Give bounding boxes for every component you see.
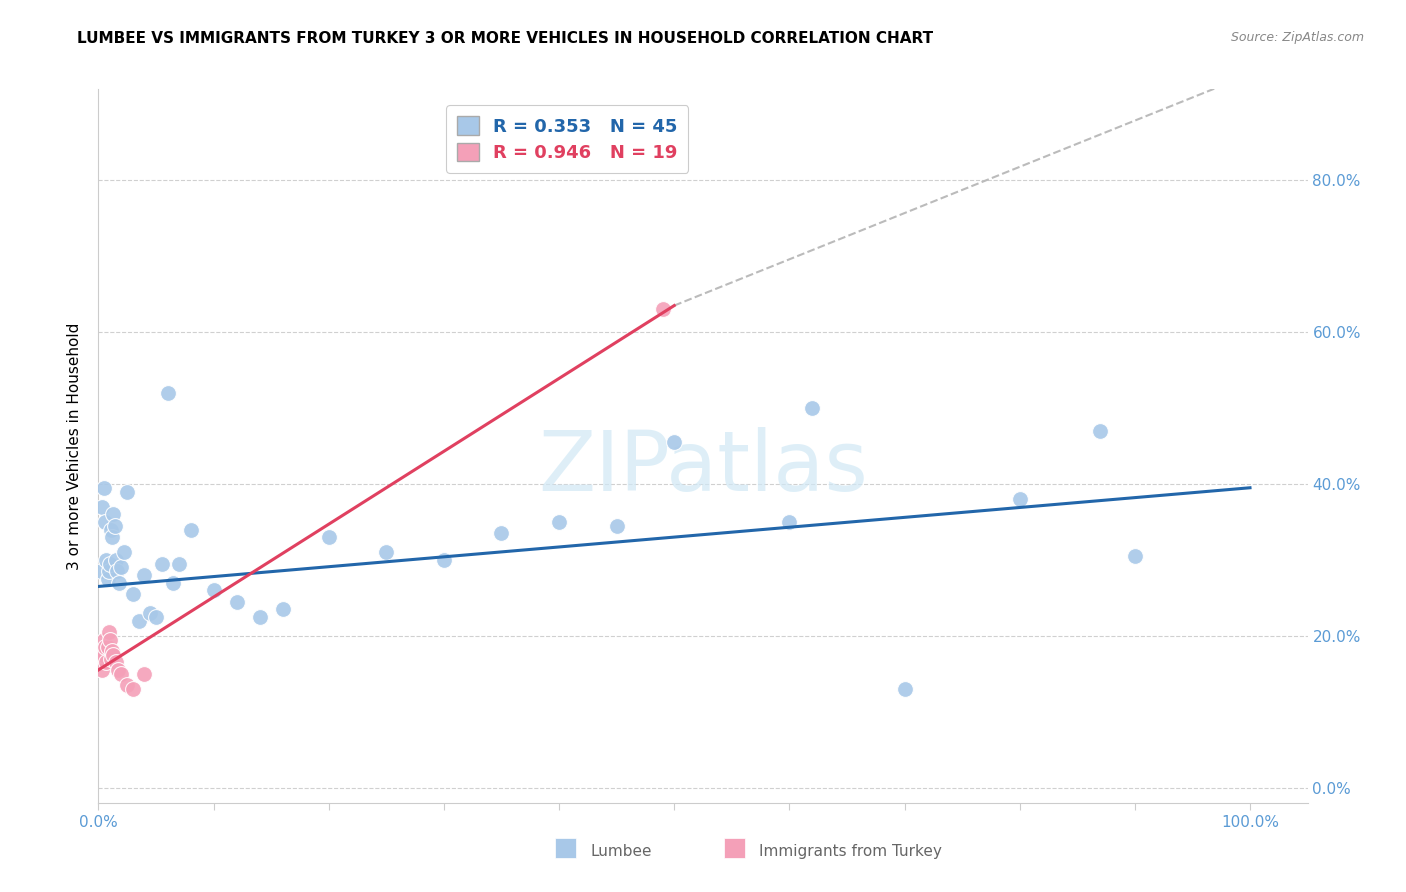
Text: Lumbee: Lumbee — [591, 845, 652, 859]
Point — [103, 518, 125, 533]
Y-axis label: 3 or more Vehicles in Household: 3 or more Vehicles in Household — [67, 322, 83, 570]
Point — [90, 500, 112, 514]
Point — [156, 385, 179, 400]
Text: LUMBEE VS IMMIGRANTS FROM TURKEY 3 OR MORE VEHICLES IN HOUSEHOLD CORRELATION CHA: LUMBEE VS IMMIGRANTS FROM TURKEY 3 OR MO… — [77, 31, 934, 46]
Point — [115, 678, 138, 692]
Point — [115, 484, 138, 499]
Point — [128, 614, 150, 628]
Text: ZIPatlas: ZIPatlas — [538, 427, 868, 508]
Point — [122, 681, 145, 696]
Point — [101, 530, 124, 544]
Point — [433, 553, 456, 567]
Point — [94, 640, 117, 655]
Point — [778, 515, 800, 529]
Point — [249, 609, 271, 624]
Point — [664, 435, 686, 450]
Point — [139, 606, 162, 620]
Point — [112, 545, 135, 559]
Point — [90, 663, 112, 677]
Point — [103, 508, 125, 522]
Point — [134, 666, 156, 681]
Text: Source: ZipAtlas.com: Source: ZipAtlas.com — [1230, 31, 1364, 45]
Point — [97, 572, 120, 586]
Point — [375, 545, 398, 559]
Point — [318, 530, 340, 544]
Point — [110, 666, 132, 681]
Point — [94, 515, 117, 529]
Point — [145, 609, 167, 624]
Point — [91, 648, 114, 662]
Point — [606, 518, 628, 533]
Point — [180, 523, 202, 537]
Point — [1123, 549, 1146, 563]
Point — [96, 656, 118, 670]
Point — [105, 564, 128, 578]
Point — [167, 557, 190, 571]
Point — [150, 557, 173, 571]
Point — [801, 401, 824, 415]
Point — [93, 481, 115, 495]
Point — [90, 564, 112, 578]
Point — [122, 587, 145, 601]
Point — [548, 515, 571, 529]
Point — [97, 564, 120, 578]
Point — [134, 568, 156, 582]
Point — [108, 575, 131, 590]
Point — [651, 302, 673, 317]
Point — [104, 553, 127, 567]
Point — [491, 526, 513, 541]
Point — [162, 575, 184, 590]
Point — [202, 583, 225, 598]
Point — [1090, 424, 1112, 438]
Point — [93, 632, 115, 647]
Point — [100, 523, 122, 537]
Point — [97, 640, 120, 655]
Point — [225, 594, 247, 608]
Legend: R = 0.353   N = 45, R = 0.946   N = 19: R = 0.353 N = 45, R = 0.946 N = 19 — [446, 105, 688, 173]
Point — [97, 625, 120, 640]
Point — [90, 651, 112, 665]
Point — [98, 557, 121, 571]
Point — [104, 656, 127, 670]
Point — [96, 553, 118, 567]
Point — [101, 644, 124, 658]
Point — [100, 651, 122, 665]
Point — [98, 632, 121, 647]
Point — [107, 663, 129, 677]
Point — [271, 602, 294, 616]
Point — [893, 681, 915, 696]
Point — [1008, 492, 1031, 507]
Text: Immigrants from Turkey: Immigrants from Turkey — [759, 845, 942, 859]
Point — [110, 560, 132, 574]
Point — [103, 648, 125, 662]
